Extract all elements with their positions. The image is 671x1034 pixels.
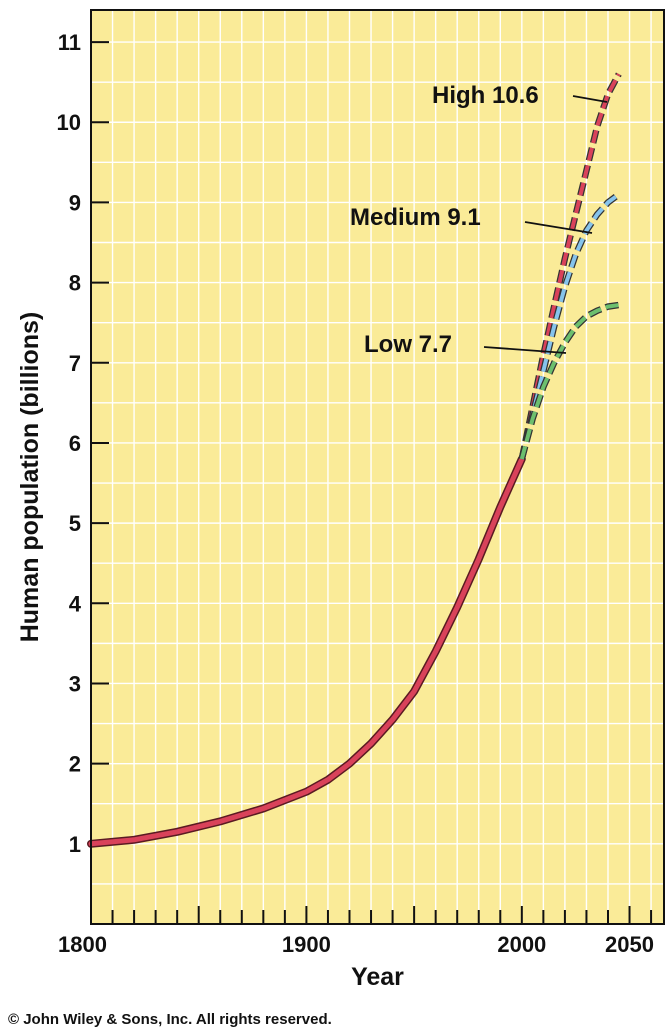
x-tick-label: 1900 [282,932,331,957]
x-axis-title: Year [351,963,404,991]
y-tick-label: 8 [69,271,81,296]
annotations: High 10.6 Medium 9.1 Low 7.7 [350,82,608,358]
x-tick-label: 2000 [497,932,546,957]
y-axis-title: Human population (billions) [16,312,44,643]
series-line-historical [88,456,525,847]
copyright-notice: © John Wiley & Sons, Inc. All rights res… [8,1011,332,1028]
grid [91,10,664,924]
series [87,72,622,848]
y-tick-label: 9 [69,190,81,215]
annotation-label: Low 7.7 [364,331,452,358]
axes: 1800 1900 2000 2050 1 2 3 4 5 6 7 8 9 10 11 [57,30,654,957]
annotation-leader-line [572,95,608,103]
y-tick-label: 5 [69,511,81,536]
y-tick-label: 10 [57,110,81,135]
y-tick-label: 6 [69,431,81,456]
y-tick-label: 7 [69,351,81,376]
series-line-low [519,303,620,460]
y-tick-label: 2 [69,752,81,777]
y-tick-label: 4 [69,591,82,616]
population-chart: 1800 1900 2000 2050 1 2 3 4 5 6 7 8 9 10 11 High 10.6 M… [16,9,665,991]
annotation-leader-line [483,346,567,354]
x-tick-label: 1800 [58,932,107,957]
y-tick-label: 11 [58,30,81,55]
plot-frame [90,9,665,925]
y-tick-label: 1 [69,832,81,857]
annotation-leader-line [524,221,593,234]
annotation-label: Medium 9.1 [350,204,481,231]
x-tick-label: 2050 [605,932,654,957]
annotation-label: High 10.6 [432,82,539,109]
y-tick-label: 3 [69,671,81,696]
